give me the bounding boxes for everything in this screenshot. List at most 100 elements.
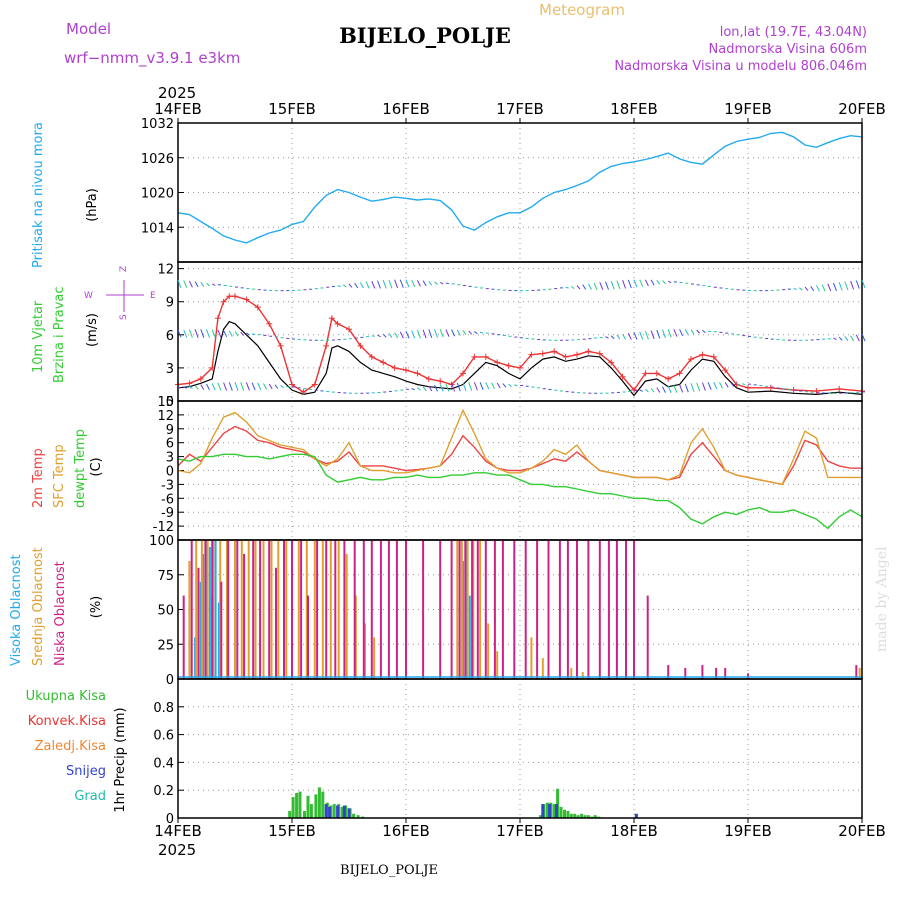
bar-srednja-oblacnost (313, 540, 316, 679)
precip-label-conv: Konvek.Kisa (28, 714, 106, 729)
y-tick-label: 50 (157, 604, 174, 619)
wind-vector (508, 383, 512, 388)
bar-ukupna-kisa (295, 793, 299, 818)
bar-niska-oblacnost (547, 540, 550, 679)
wind-vector (365, 281, 370, 289)
wind-vector (200, 384, 205, 390)
bar-srednja-oblacnost (456, 540, 459, 679)
pressure-unit: (hPa) (85, 188, 100, 222)
bar-ukupna-kisa (356, 815, 360, 818)
year-bottom: 2025 (158, 841, 196, 859)
lonlat: lon,lat (19.7E, 43.04N) (720, 25, 867, 40)
wind-vector (246, 332, 250, 336)
bar-snijeg (347, 808, 351, 818)
gust-marker (311, 381, 318, 388)
wind-vector (251, 333, 256, 336)
gust-marker (266, 320, 273, 327)
bar-visoka-oblacnost (214, 540, 217, 679)
bar-niska-oblacnost (493, 540, 496, 679)
wind-vector (662, 280, 666, 284)
series-line-2m-temp (177, 425, 862, 486)
wind-vector (439, 329, 444, 338)
bar-niska-oblacnost (343, 540, 346, 679)
bar-ukupna-kisa (352, 813, 356, 818)
bar-srednja-oblacnost (188, 560, 191, 679)
wind-vector (605, 281, 609, 290)
wind-vector (240, 382, 245, 391)
wind-vector (855, 280, 860, 289)
wind-vector (371, 280, 376, 289)
wind-vector (576, 285, 581, 290)
wind-vector (587, 283, 592, 290)
gust-marker (277, 342, 284, 349)
y-tick-label: -9 (161, 506, 174, 521)
wind-vector (245, 382, 250, 391)
bar-snijeg (328, 806, 332, 818)
gust-marker (517, 364, 523, 371)
wind-vector (223, 330, 228, 338)
wind-vector (622, 280, 627, 289)
bar-niska-oblacnost (450, 540, 453, 679)
gust-marker (380, 359, 387, 366)
bar-ukupna-kisa (340, 806, 344, 818)
gust-marker (403, 367, 409, 374)
wind-vector (696, 382, 701, 392)
bar-srednja-oblacnost (487, 623, 490, 679)
bar-niska-oblacnost (204, 540, 207, 679)
bar-srednja-oblacnost (305, 540, 308, 679)
wind-label-2: Brzina i Pravac (52, 286, 67, 383)
bar-niska-oblacnost (283, 540, 285, 679)
wind-vector (468, 330, 473, 335)
wind-vector (451, 329, 456, 337)
gust-marker (471, 353, 478, 360)
wind-vector (411, 330, 416, 339)
bar-niska-oblacnost (701, 665, 704, 679)
wind-vector (599, 282, 604, 290)
wind-vector (690, 329, 695, 335)
wind-vector (742, 383, 746, 386)
bar-ukupna-kisa (291, 797, 295, 818)
wind-vector (610, 280, 615, 290)
bar-ukupna-kisa (573, 813, 577, 818)
wind-vector (838, 336, 843, 341)
wind-vector (194, 329, 199, 338)
gust-marker (357, 342, 364, 349)
bar-niska-oblacnost (633, 540, 635, 679)
bar-niska-oblacnost (190, 540, 193, 679)
wind-vector (565, 286, 569, 289)
bar-niska-oblacnost (439, 540, 442, 679)
bar-niska-oblacnost (615, 540, 618, 679)
compass-rose: Z W E S (84, 266, 156, 320)
wind-vector (188, 280, 193, 288)
bar-srednja-oblacnost (240, 540, 243, 679)
wind-vector (810, 285, 815, 292)
gust-marker (676, 370, 683, 377)
wind-vector (394, 279, 399, 289)
bar-srednja-oblacnost (496, 651, 499, 679)
x-label-bottom-16FEB: 16FEB (382, 822, 429, 840)
wind-vector (485, 382, 490, 390)
bar-ukupna-kisa (556, 788, 560, 818)
bar-niska-oblacnost (607, 540, 610, 679)
series-line-dewpt-temp (177, 453, 863, 530)
wind-vector (633, 279, 638, 288)
wind-vector (639, 279, 644, 287)
x-label-bottom-20FEB: 20FEB (838, 822, 885, 840)
wind-vector (211, 383, 216, 391)
wind-vector (211, 283, 216, 286)
gust-marker (505, 362, 512, 369)
bar-niska-oblacnost (646, 595, 649, 679)
wind-vector (234, 331, 239, 337)
bar-niska-oblacnost (524, 540, 527, 679)
y-tick-label: 6 (166, 329, 174, 344)
bar-niska-oblacnost (275, 567, 277, 679)
wind-vector (491, 382, 495, 389)
bar-niska-oblacnost (625, 540, 627, 679)
y-tick-label: -3 (161, 478, 174, 493)
bar-niska-oblacnost (379, 540, 382, 679)
bar-ukupna-kisa (309, 804, 313, 818)
bar-ukupna-kisa (559, 806, 563, 818)
bar-niska-oblacnost (236, 540, 239, 679)
x-label-top-18FEB: 18FEB (610, 100, 657, 118)
x-label-top-15FEB: 15FEB (268, 100, 315, 118)
